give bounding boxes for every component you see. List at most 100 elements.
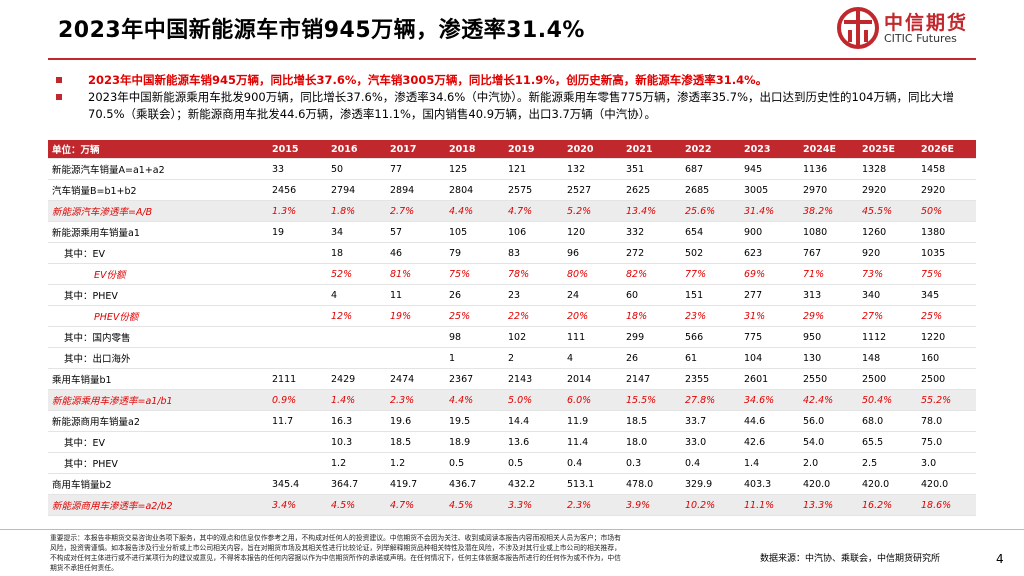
table-cell: 687 [681,158,740,180]
table-cell: 364.7 [327,473,386,495]
table-cell: 31% [740,305,799,327]
table-cell: 10.2% [681,494,740,516]
column-header: 2016 [327,140,386,159]
table-cell: 18% [622,305,681,327]
table-cell: 20% [563,305,622,327]
table-cell: 82% [622,263,681,285]
table-cell: 1220 [917,326,976,348]
table-cell: 68.0 [858,410,917,432]
table-row: 新能源汽车渗透率=A/B 1.3% 1.8% 2.7% 4.4% 4.7% 5.2% 13.4… [48,200,976,222]
table-cell: 0.5 [504,452,563,474]
table-cell: 29% [799,305,858,327]
table-cell: 111 [563,326,622,348]
table-row: 其中：PHEV 1.2 1.2 0.5 0.5 0.4 0.3 0.4 1.4 2.0 2.5 3.0 [48,452,976,474]
table-cell: 2355 [681,368,740,390]
table-cell: 299 [622,326,681,348]
table-cell: 2143 [504,368,563,390]
table-cell: 34.6% [740,389,799,411]
table-cell: 73% [858,263,917,285]
table-cell: 5.0% [504,389,563,411]
source-note: 数据来源：中汽协、乘联会，中信期货研究所 [760,554,941,564]
table-cell: 79 [445,242,504,264]
table-cell: 1260 [858,221,917,243]
table-cell: 3005 [740,179,799,201]
column-header: 2019 [504,140,563,159]
table-cell: 13.3% [799,494,858,516]
table-cell: 15.5% [622,389,681,411]
table-cell: 0.4 [681,452,740,474]
empty-cell [268,284,327,306]
table-cell: 55.2% [917,389,976,411]
footer-rule [0,529,1024,530]
column-header: 2018 [445,140,504,159]
table-cell: 83 [504,242,563,264]
table-cell: 0.3 [622,452,681,474]
column-header: 2021 [622,140,681,159]
table-cell: 950 [799,326,858,348]
table-cell: 132 [563,158,622,180]
empty-cell [268,347,327,369]
row-label: 新能源汽车渗透率=A/B [48,200,268,222]
table-cell: 44.6 [740,410,799,432]
table-cell: 18.9 [445,431,504,453]
table-cell: 121 [504,158,563,180]
table-cell: 2685 [681,179,740,201]
slide-title: 2023年中国新能源车市销945万辆，渗透率31.4% [58,18,585,43]
table-cell: 1.4% [327,389,386,411]
table-cell: 432.2 [504,473,563,495]
row-label: 新能源汽车销量A=a1+a2 [48,158,268,180]
row-label: 其中：PHEV [48,452,268,474]
table-cell: 0.4 [563,452,622,474]
table-cell: 96 [563,242,622,264]
table-cell: 2.7% [386,200,445,222]
table-cell: 33.7 [681,410,740,432]
table-cell: 5.2% [563,200,622,222]
table-cell: 1380 [917,221,976,243]
table-cell: 2 [504,347,563,369]
table-cell: 345.4 [268,473,327,495]
table-row: 其中：国内零售 98 102 111 299 566 775 950 1112 1220 [48,326,976,348]
table-row: 新能源商用车渗透率=a2/b2 3.4% 4.5% 4.7% 4.5% 3.3% 2.3% 3… [48,494,976,516]
table-cell: 42.6 [740,431,799,453]
header-row: 单位：万辆 2015 2016 2017 2018 2019 2020 2021 2022 202… [48,140,976,159]
table-cell: 81% [386,263,445,285]
table-cell: 78.0 [917,410,976,432]
empty-cell [268,242,327,264]
table-cell: 77 [386,158,445,180]
table-cell: 1112 [858,326,917,348]
table-cell: 1136 [799,158,858,180]
table-row: 其中：PHEV 4 11 26 23 24 60 151 277 313 340 345 [48,284,976,306]
table-cell: 50% [917,200,976,222]
table-cell: 2894 [386,179,445,201]
table-cell: 11.9 [563,410,622,432]
table-cell: 13.4% [622,200,681,222]
table-cell: 14.4 [504,410,563,432]
table-cell: 50.4% [858,389,917,411]
table-cell: 775 [740,326,799,348]
logo-subtext: CITIC Futures [884,32,957,45]
table-cell: 26 [445,284,504,306]
empty-cell [327,326,386,348]
bullet: 2023年中国新能源车销945万辆，同比增长37.6%，汽车销3005万辆，同比… [52,72,982,89]
table-cell: 77% [681,263,740,285]
table-cell: 78% [504,263,563,285]
column-header: 2022 [681,140,740,159]
empty-cell [268,452,327,474]
table-cell: 6.0% [563,389,622,411]
table-row: 其中：EV 10.3 18.5 18.9 13.6 11.4 18.0 33.0 42.6 54.… [48,431,976,453]
table-cell: 1080 [799,221,858,243]
table-cell: 33.0 [681,431,740,453]
table-cell: 104 [740,347,799,369]
row-label: 新能源商用车渗透率=a2/b2 [48,494,268,516]
row-label: 商用车销量b2 [48,473,268,495]
table-cell: 19% [386,305,445,327]
table-cell: 18.0 [622,431,681,453]
logo-mark [837,7,879,49]
table-cell: 46 [386,242,445,264]
table-cell: 419.7 [386,473,445,495]
table-row: 其中：EV 18 46 79 83 96 272 502 623 767 920 1035 [48,242,976,264]
row-label: 其中：EV [48,431,268,453]
table-cell: 2601 [740,368,799,390]
table-cell: 16.2% [858,494,917,516]
